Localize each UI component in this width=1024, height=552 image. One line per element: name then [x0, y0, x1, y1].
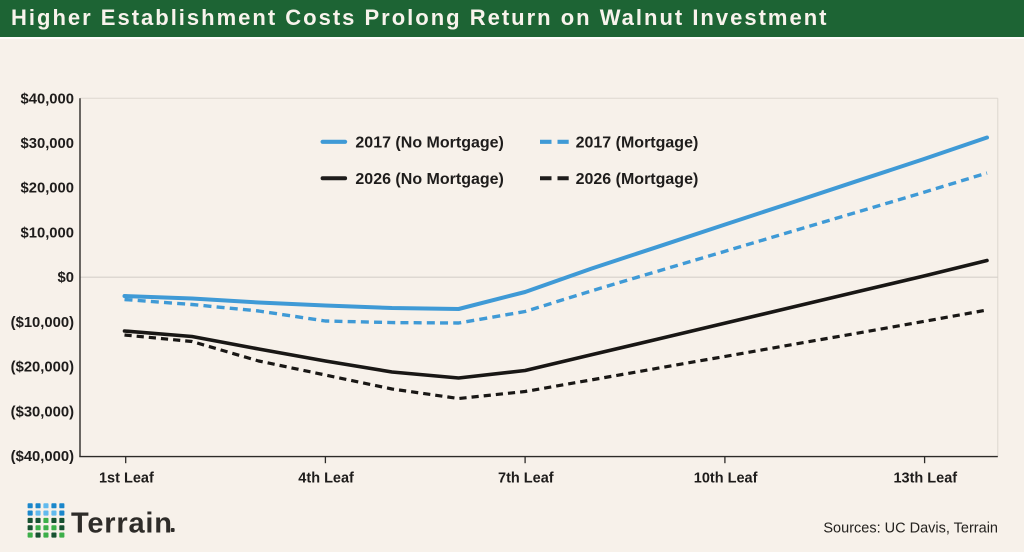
svg-text:$20,000: $20,000 — [21, 181, 75, 197]
svg-text:10th Leaf: 10th Leaf — [694, 471, 758, 487]
svg-text:2017 (No Mortgage): 2017 (No Mortgage) — [355, 135, 503, 152]
svg-text:4th Leaf: 4th Leaf — [298, 471, 354, 487]
svg-text:$30,000: $30,000 — [21, 136, 75, 152]
svg-text:7th Leaf: 7th Leaf — [498, 471, 554, 487]
svg-text:2017 (Mortgage): 2017 (Mortgage) — [576, 135, 699, 152]
svg-text:2026 (No Mortgage): 2026 (No Mortgage) — [355, 171, 503, 188]
svg-text:2026 (Mortgage): 2026 (Mortgage) — [576, 171, 699, 188]
svg-text:$40,000: $40,000 — [21, 91, 75, 107]
svg-text:$10,000: $10,000 — [21, 225, 75, 241]
svg-text:($40,000): ($40,000) — [11, 449, 74, 465]
svg-text:($10,000): ($10,000) — [11, 315, 74, 331]
svg-text:Terrain: Terrain — [71, 507, 173, 539]
svg-text:1st Leaf: 1st Leaf — [99, 471, 154, 487]
svg-text:Sources: UC Davis, Terrain: Sources: UC Davis, Terrain — [823, 521, 998, 537]
svg-text:($30,000): ($30,000) — [11, 404, 74, 420]
svg-text:$0: $0 — [58, 270, 74, 286]
svg-text:13th Leaf: 13th Leaf — [893, 471, 957, 487]
svg-text:($20,000): ($20,000) — [11, 360, 74, 376]
